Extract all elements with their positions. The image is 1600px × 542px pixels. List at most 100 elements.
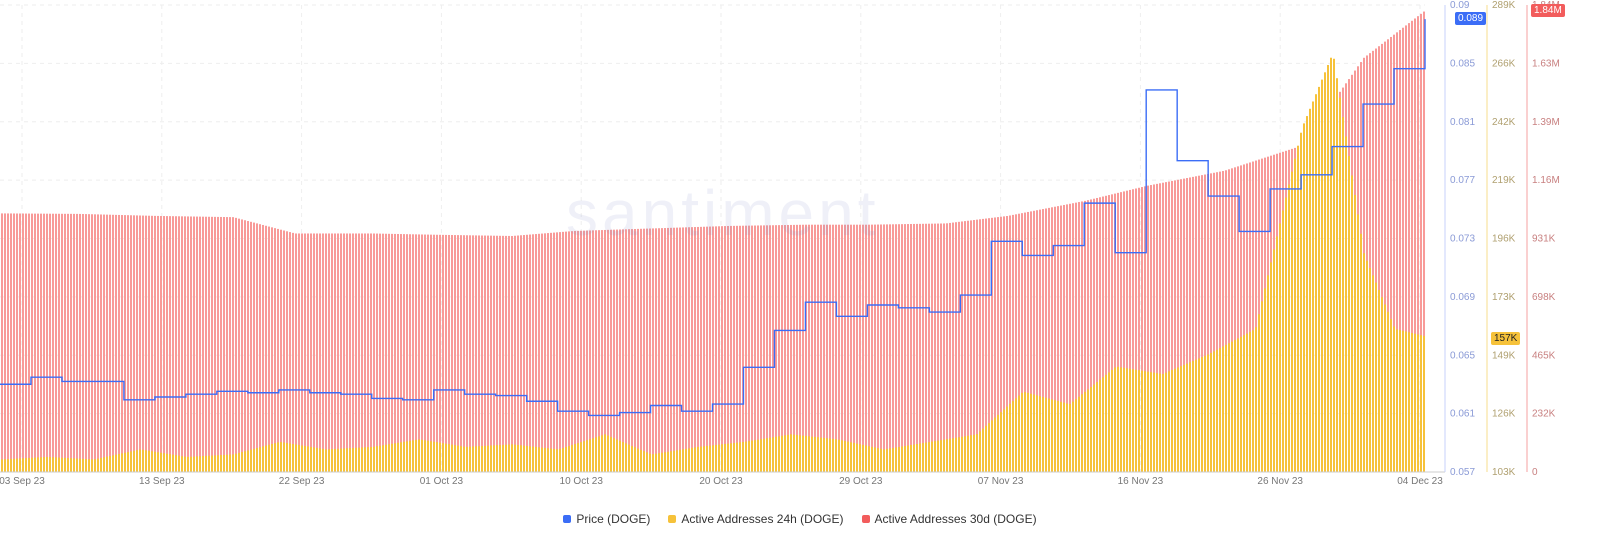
aa30-bar	[1054, 206, 1056, 472]
aa24-bar	[97, 458, 99, 472]
aa24-bar	[178, 455, 180, 472]
aa24-bar	[1048, 398, 1050, 472]
aa24-bar	[958, 437, 960, 472]
aa24-bar	[1180, 366, 1182, 472]
aa24-bar	[739, 442, 741, 472]
aa30-bar	[871, 224, 873, 472]
aa24-bar	[391, 443, 393, 472]
aa24-bar	[643, 451, 645, 472]
aa30-bar	[1384, 41, 1386, 473]
aa30-bar	[304, 233, 306, 472]
aa24-bar	[1030, 393, 1032, 472]
aa30-bar	[1372, 50, 1374, 473]
aa24-bar	[874, 447, 876, 472]
aa30-bar	[697, 226, 699, 472]
aa24-bar	[841, 440, 843, 472]
aa24-bar	[703, 446, 705, 472]
aa24-bar	[460, 446, 462, 472]
aa30-bar	[280, 229, 282, 472]
aa24-bar	[31, 457, 33, 472]
aa30-bar	[298, 233, 300, 472]
aa24-bar	[508, 444, 510, 472]
aa30-bar	[751, 225, 753, 472]
aa24-bar	[1402, 330, 1404, 472]
legend-swatch-price	[563, 515, 572, 523]
aa30-bar	[31, 213, 33, 472]
aa24-bar	[427, 440, 429, 472]
legend-item-aa30[interactable]: Active Addresses 30d (DOGE)	[861, 512, 1037, 526]
aa24-bar	[991, 420, 993, 472]
aa24-bar	[622, 442, 624, 472]
aa24-bar	[796, 434, 798, 472]
aa24-bar	[493, 445, 495, 472]
aa24-bar	[1372, 275, 1374, 472]
aa30-bar	[349, 233, 351, 472]
aa24-bar	[883, 449, 885, 472]
aa30-bar	[1042, 209, 1044, 473]
aa30-bar	[1237, 166, 1239, 472]
aa24-bar	[1363, 253, 1365, 472]
aa24-bar	[793, 434, 795, 472]
aa24-bar	[388, 444, 390, 472]
legend-item-aa24[interactable]: Active Addresses 24h (DOGE)	[668, 512, 844, 526]
aa30-bar	[1183, 178, 1185, 472]
aa24-bar	[1177, 367, 1179, 472]
aa30-bar	[580, 230, 582, 472]
aa30-bar	[160, 215, 162, 473]
aa30-bar	[892, 224, 894, 472]
aa24-bar	[1327, 65, 1329, 472]
aa24-bar	[208, 455, 210, 472]
aa30-bar	[1369, 53, 1371, 473]
aa24-bar	[895, 447, 897, 472]
aa30-bar	[154, 215, 156, 472]
aa30-bar	[271, 227, 273, 472]
aa24-bar	[1153, 372, 1155, 472]
aa30-bar	[1123, 191, 1125, 473]
aa24-bar	[76, 458, 78, 472]
aa24-bar	[559, 448, 561, 472]
aa30-bar	[1138, 187, 1140, 472]
aa30-bar	[331, 233, 333, 472]
aa24-bar	[1051, 399, 1053, 472]
aa24-bar	[976, 434, 978, 472]
aa24-bar	[1312, 101, 1314, 472]
aa24-bar	[655, 453, 657, 472]
aa30-bar	[1126, 190, 1128, 472]
x-tick-label: 01 Oct 23	[420, 476, 464, 487]
aa30-bar	[511, 235, 513, 472]
aa30-bar	[814, 224, 816, 472]
aa24-bar	[670, 451, 672, 472]
aa24-bar	[1351, 175, 1353, 472]
aa30-bar	[64, 213, 66, 473]
aa24-bar	[766, 438, 768, 472]
aa24-bar	[1207, 354, 1209, 472]
aa24-bar	[253, 448, 255, 472]
aa24-bar	[496, 445, 498, 472]
aa30-bar	[1180, 179, 1182, 472]
aa30-bar	[295, 233, 297, 472]
aa30-bar	[445, 234, 447, 472]
aa30-bar	[457, 235, 459, 472]
aa30-bar	[523, 235, 525, 472]
aa24-bar	[430, 441, 432, 472]
price-tick-label: 0.085	[1450, 58, 1475, 69]
aa24-bar	[616, 439, 618, 472]
legend-item-price[interactable]: Price (DOGE)	[563, 512, 650, 526]
aa30-bar	[181, 216, 183, 472]
aa30-bar	[28, 213, 30, 472]
aa30-bar	[808, 224, 810, 472]
aa24-bar	[577, 443, 579, 472]
aa30-bar	[673, 227, 675, 472]
aa30-bar	[1000, 216, 1002, 472]
aa30-series	[1, 11, 1425, 473]
aa24-bar	[1159, 373, 1161, 472]
aa30-bar	[853, 224, 855, 472]
aa24-bar	[1174, 368, 1176, 472]
aa24-bar	[238, 452, 240, 472]
aa24-bar	[1195, 359, 1197, 472]
aa30-bar	[997, 217, 999, 472]
aa30-bar	[175, 216, 177, 472]
aa30-bar	[1021, 213, 1023, 472]
aa24-bar	[181, 456, 183, 472]
aa24-bar	[1087, 389, 1089, 472]
